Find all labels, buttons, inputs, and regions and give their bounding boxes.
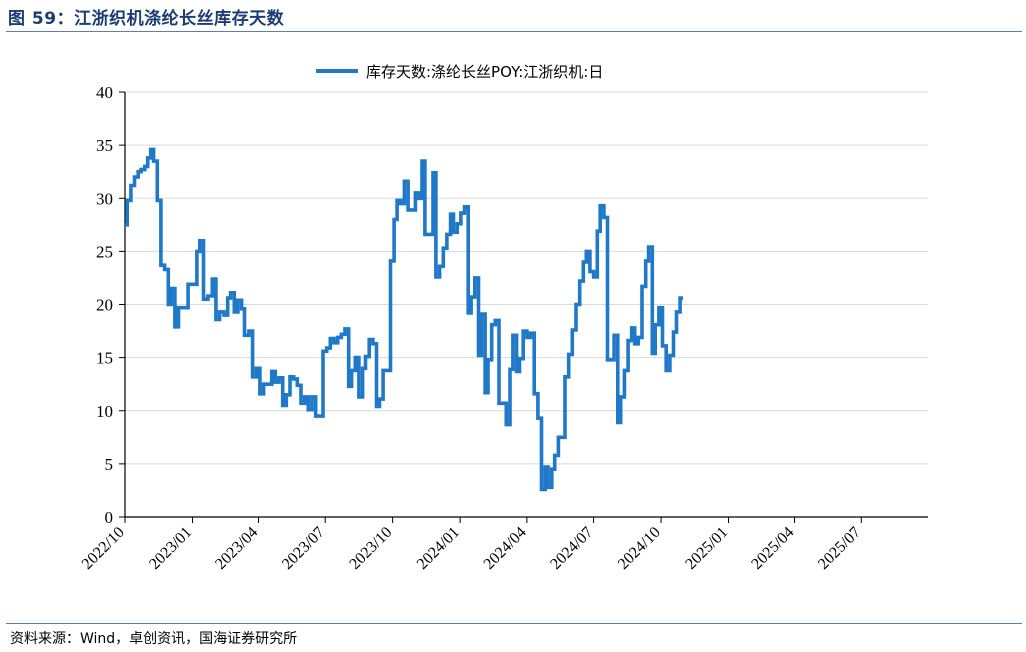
y-tick-label: 25 <box>96 242 113 261</box>
series-line <box>125 147 684 492</box>
y-tick-label: 40 <box>96 83 113 102</box>
series-group <box>125 147 684 492</box>
y-tick-label: 5 <box>105 455 114 474</box>
x-tick-label: 2024/01 <box>414 524 463 573</box>
source-note: 资料来源：Wind，卓创资讯，国海证券研究所 <box>10 631 298 647</box>
y-axis-ticks: 0 5 10 15 20 25 30 35 40 <box>96 83 125 527</box>
x-axis-ticks: 2022/10 2023/01 2023/04 2023/07 2023/10 2024/… <box>79 517 864 573</box>
x-tick-label: 2025/04 <box>748 524 797 573</box>
x-tick-label: 2023/04 <box>212 524 261 573</box>
bottom-rule <box>6 623 1022 624</box>
legend-label: 库存天数:涤纶长丝POY:江浙织机:日 <box>366 63 603 81</box>
x-tick-label: 2023/01 <box>146 524 195 573</box>
y-tick-label: 35 <box>96 136 113 155</box>
y-tick-label: 20 <box>96 296 113 315</box>
x-tick-label: 2024/04 <box>481 524 530 573</box>
x-tick-label: 2022/10 <box>79 524 128 573</box>
y-tick-label: 10 <box>96 402 113 421</box>
x-tick-label: 2024/07 <box>547 524 596 573</box>
y-tick-label: 0 <box>105 508 114 527</box>
x-tick-label: 2023/07 <box>279 524 328 573</box>
x-tick-label: 2023/10 <box>346 524 395 573</box>
y-tick-label: 30 <box>96 189 113 208</box>
legend: 库存天数:涤纶长丝POY:江浙织机:日 <box>316 63 603 81</box>
x-tick-label: 2025/07 <box>815 524 864 573</box>
figure-title: 图 59：江浙织机涤纶长丝库存天数 <box>8 9 285 29</box>
x-tick-label: 2025/01 <box>682 524 731 573</box>
y-tick-label: 15 <box>96 349 113 368</box>
gridlines <box>125 91 928 465</box>
x-tick-label: 2024/10 <box>615 524 664 573</box>
top-rule <box>6 31 1022 32</box>
